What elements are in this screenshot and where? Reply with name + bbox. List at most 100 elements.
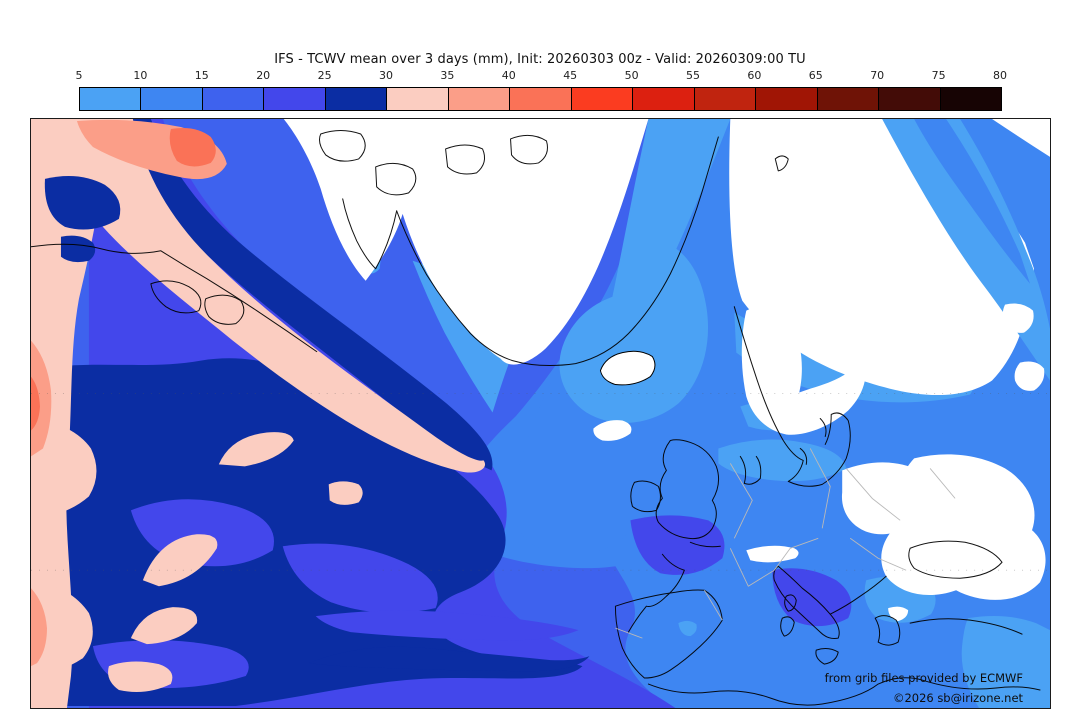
colorbar-tick-40: 40 [501, 69, 516, 82]
colorbar-tick-55: 55 [686, 69, 700, 82]
colorbar-cell-75-80 [939, 88, 1002, 110]
region-30-35-left-lower [31, 580, 93, 675]
dalmatia-coast [829, 575, 887, 615]
dry-white-regions [283, 119, 1050, 622]
region-5-10-norwegian-sea [559, 119, 731, 423]
great-britain [655, 439, 720, 540]
region-20-25-island-d [315, 610, 579, 641]
coastlines [31, 129, 1041, 706]
colorbar-cell-5-10 [80, 88, 141, 110]
colorbar-cell-60-65 [755, 88, 817, 110]
colorbar-cell-70-75 [878, 88, 940, 110]
colorbar-tick-15: 15 [194, 69, 209, 82]
attribution: from grib files provided by ECMWF ©2026 … [825, 671, 1024, 705]
region-35-40-left-mid [31, 340, 52, 457]
colorbar-cell-55-60 [693, 88, 756, 110]
right-edge-white-a [1002, 303, 1034, 333]
colorbar-cell-25-30 [324, 88, 387, 110]
region-5-10-iberia-spot [678, 620, 697, 637]
region-20-25-adriatic [772, 568, 852, 627]
colorbar-cell-45-50 [570, 88, 633, 110]
denmark [739, 455, 762, 485]
arctic-island-d [510, 134, 548, 165]
colorbar-tick-10: 10 [133, 69, 148, 82]
colorbar-cell-20-25 [263, 88, 325, 110]
scandinavia-white [741, 305, 866, 435]
colorbar-tick-65: 65 [808, 69, 823, 82]
region-30-35-left-field [31, 119, 104, 708]
north-america-coast [31, 243, 318, 353]
colorbar-cell-65-70 [816, 88, 879, 110]
region-25-30-blob-nw [44, 175, 121, 230]
iberia-coast [614, 589, 723, 679]
chart-title: IFS - TCWV mean over 3 days (mm), Init: … [274, 52, 806, 67]
colorbar-tick-80: 80 [993, 69, 1007, 82]
sicily [815, 648, 839, 665]
colorbar-tick-labels: 5 10 15 20 25 30 35 40 45 50 55 60 65 70 75 80 [0, 69, 1080, 83]
region-20-25-biscay [630, 515, 725, 575]
gulf-st-lawrence [150, 280, 202, 314]
region-35-40-left-low [31, 588, 47, 667]
black-sea-outline [908, 540, 1003, 579]
colorbar-tick-45: 45 [563, 69, 578, 82]
colorbar-cell-50-55 [632, 88, 694, 110]
colorbar-cell-40-45 [509, 88, 571, 110]
region-30-35-left-bulge [31, 418, 97, 519]
right-edge-white-b [1014, 361, 1045, 391]
anatolia-coast [909, 618, 1023, 635]
region-25-30-snake [308, 646, 590, 672]
colorbar-tick-25: 25 [317, 69, 332, 82]
region-30-35-island-d [108, 661, 173, 693]
channel-france-coast [627, 541, 721, 633]
south-iceland-white-blob [593, 420, 632, 441]
colorbar-tick-5: 5 [75, 69, 83, 82]
newfoundland [204, 294, 245, 325]
region-30-35-island-leaf [218, 432, 294, 467]
colorbar-tick-30: 30 [379, 69, 393, 82]
iceland [599, 350, 656, 386]
colorbar-cell-30-35 [386, 88, 448, 110]
colorbar-tick-75: 75 [931, 69, 946, 82]
svalbard [774, 155, 789, 172]
colorbar-cell-10-15 [140, 88, 202, 110]
colorbar-tick-35: 35 [440, 69, 455, 82]
norway-coast [733, 306, 851, 487]
region-5-10-central-europe [718, 439, 847, 482]
sardinia [780, 616, 795, 637]
greenland-coast [396, 136, 719, 367]
topright-corner-white [992, 119, 1050, 157]
region-40-45-left [31, 376, 40, 431]
region-5-10-se-corner [961, 616, 1050, 708]
region-25-30-band [112, 119, 493, 471]
alps-white [746, 545, 799, 563]
baffin-coast [342, 198, 398, 270]
baltic-inlets [799, 417, 827, 465]
weather-map: from grib files provided by ECMWF ©2026 … [30, 118, 1051, 709]
colorbar-cell-15-20 [201, 88, 264, 110]
region-20-25-island-b [282, 543, 438, 613]
colorbar-tick-50: 50 [624, 69, 639, 82]
region-30-35-island-e [328, 481, 363, 505]
greece [874, 615, 901, 646]
region-10-15-topright-core [914, 119, 1031, 284]
black-sea-white [881, 454, 1046, 600]
region-30-35-tongue [31, 119, 486, 473]
balkans-white [888, 606, 909, 622]
north-africa-coast [647, 677, 1041, 706]
attribution-line-2: ©2026 sb@irizone.net [893, 691, 1023, 705]
region-40-45-nw [169, 127, 216, 167]
colorbar-tick-70: 70 [870, 69, 885, 82]
arctic-island-c [445, 144, 486, 175]
ireland [630, 480, 661, 513]
arctic-island-b [375, 162, 417, 196]
region-30-35-island-c [130, 607, 198, 645]
corsica [784, 594, 797, 612]
tcwv-map-canvas: from grib files provided by ECMWF ©2026 … [31, 119, 1050, 708]
greenland-arctic-white [283, 119, 649, 365]
colorbar [79, 87, 1002, 111]
attribution-line-1: from grib files provided by ECMWF [825, 671, 1023, 685]
colorbar-tick-60: 60 [747, 69, 762, 82]
colorbar-cell-35-40 [447, 88, 510, 110]
country-borders [615, 448, 956, 639]
